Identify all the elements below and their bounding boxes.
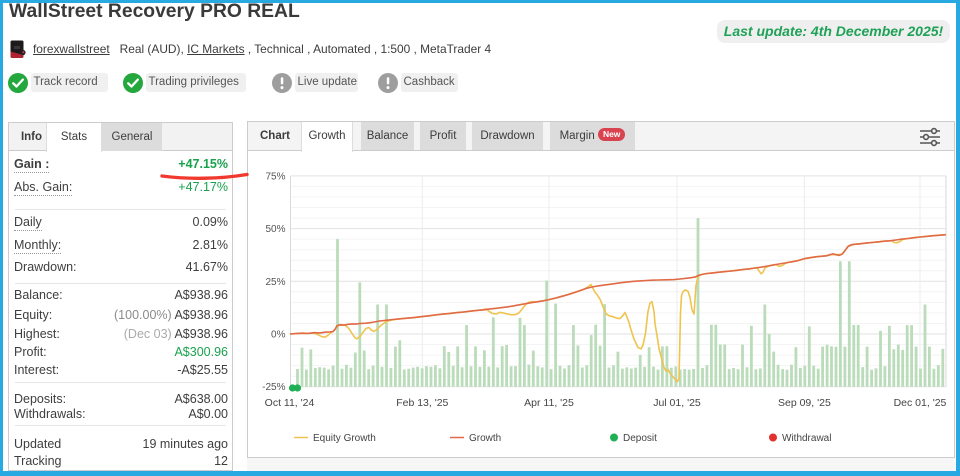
svg-text:0%: 0% bbox=[271, 330, 286, 341]
svg-text:Apr 11, '25: Apr 11, '25 bbox=[524, 397, 574, 409]
svg-text:Equity Growth: Equity Growth bbox=[313, 433, 376, 444]
svg-text:Oct 11, '24: Oct 11, '24 bbox=[265, 397, 315, 409]
svg-text:Growth: Growth bbox=[469, 433, 501, 444]
svg-text:Deposit: Deposit bbox=[623, 433, 657, 444]
svg-text:75%: 75% bbox=[265, 171, 285, 182]
svg-text:25%: 25% bbox=[265, 277, 285, 288]
svg-text:Feb 13, '25: Feb 13, '25 bbox=[396, 397, 448, 409]
svg-text:-25%: -25% bbox=[262, 382, 285, 393]
svg-text:Withdrawal: Withdrawal bbox=[782, 433, 831, 444]
svg-text:Jul 01, '25: Jul 01, '25 bbox=[653, 397, 701, 409]
svg-text:Dec 01, '25: Dec 01, '25 bbox=[894, 397, 947, 409]
svg-text:Sep 09, '25: Sep 09, '25 bbox=[778, 397, 831, 409]
svg-text:50%: 50% bbox=[265, 224, 285, 235]
